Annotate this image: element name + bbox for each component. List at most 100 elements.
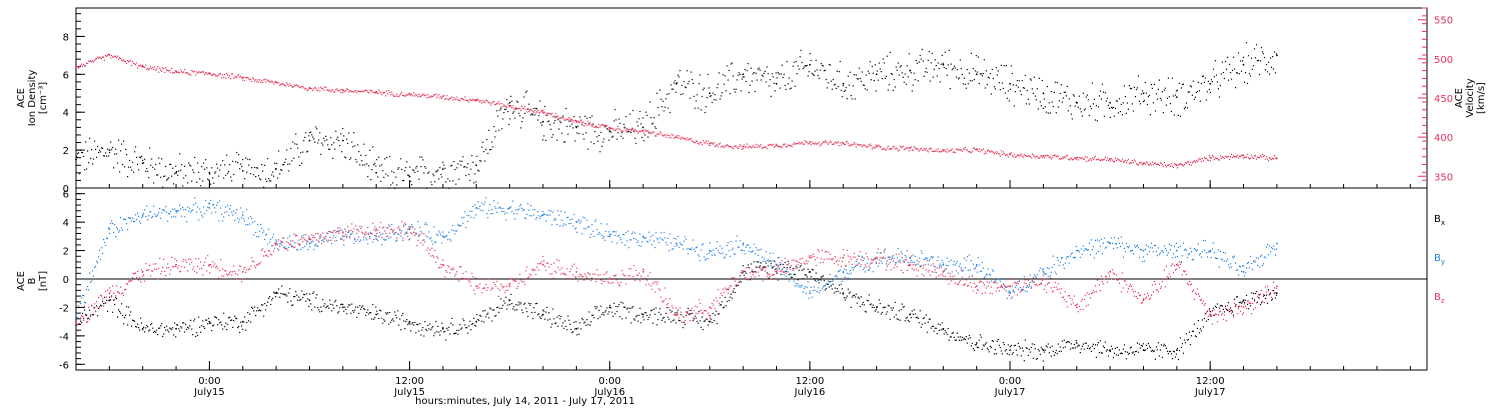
data-point (206, 167, 208, 169)
data-point (702, 140, 704, 142)
data-point (977, 56, 979, 58)
data-point (221, 324, 223, 326)
data-point (622, 130, 624, 132)
data-point (301, 235, 303, 237)
data-point (651, 309, 653, 311)
data-point (1122, 256, 1124, 258)
data-point (141, 155, 143, 157)
data-point (878, 299, 880, 301)
data-point (374, 234, 376, 236)
data-point (472, 205, 474, 208)
data-point (1120, 160, 1122, 162)
data-point (503, 104, 505, 106)
data-point (1184, 248, 1186, 250)
data-point (809, 290, 811, 292)
data-point (1094, 155, 1096, 157)
data-point (452, 324, 454, 326)
data-point (1031, 280, 1033, 282)
data-point (1012, 156, 1014, 158)
data-point (336, 88, 338, 90)
data-point (586, 124, 588, 126)
data-point (277, 244, 279, 246)
data-point (1165, 249, 1167, 251)
data-point (918, 61, 920, 63)
data-point (363, 308, 365, 310)
data-point (717, 313, 719, 315)
data-point (403, 320, 405, 322)
data-point (303, 293, 305, 295)
data-point (630, 322, 632, 324)
data-point (578, 219, 580, 221)
data-point (1067, 158, 1069, 160)
data-point (289, 288, 291, 290)
data-point (366, 89, 368, 92)
data-point (726, 144, 728, 146)
data-point (890, 307, 892, 309)
data-point (1140, 344, 1142, 346)
data-point (517, 101, 519, 103)
data-point (260, 81, 262, 83)
data-point (125, 314, 127, 316)
data-point (548, 209, 550, 211)
data-point (1150, 242, 1152, 244)
data-point (682, 137, 684, 139)
data-point (694, 107, 696, 109)
data-point (1017, 86, 1019, 88)
data-point (1115, 160, 1117, 162)
data-point (553, 122, 555, 124)
data-point (837, 290, 839, 292)
data-point (1129, 250, 1131, 252)
data-point (103, 303, 105, 305)
data-point (1019, 154, 1021, 156)
data-point (358, 151, 360, 153)
data-point (352, 91, 354, 93)
data-point (637, 320, 639, 322)
data-point (1025, 347, 1027, 349)
data-point (420, 166, 422, 168)
data-point (1096, 344, 1098, 346)
data-point (112, 311, 114, 313)
data-point (870, 79, 872, 81)
data-point (685, 238, 687, 240)
data-point (356, 92, 358, 94)
data-point (1208, 88, 1210, 91)
data-point (796, 267, 798, 269)
data-point (223, 312, 225, 314)
data-point (931, 257, 933, 259)
data-point (696, 140, 698, 142)
data-point (605, 230, 607, 232)
data-point (576, 121, 578, 123)
data-point (1093, 347, 1095, 350)
data-point (585, 123, 587, 125)
data-point (1150, 164, 1152, 166)
data-point (1015, 349, 1017, 351)
data-point (1133, 159, 1135, 161)
data-point (174, 173, 176, 175)
data-point (917, 317, 919, 319)
data-point (1192, 258, 1194, 261)
data-point (400, 329, 402, 331)
data-point (467, 332, 469, 334)
data-point (431, 184, 433, 186)
data-point (522, 108, 524, 110)
data-point (826, 283, 828, 285)
data-point (518, 112, 520, 114)
data-point (582, 121, 584, 123)
data-point (763, 72, 765, 74)
data-point (1273, 155, 1276, 157)
data-point (579, 121, 581, 123)
data-point (377, 240, 379, 242)
data-point (975, 73, 978, 76)
data-point (676, 82, 678, 84)
data-point (240, 321, 242, 323)
data-point (366, 239, 368, 241)
data-point (496, 110, 498, 112)
data-point (1091, 249, 1093, 251)
data-point (587, 120, 589, 122)
data-point (708, 144, 710, 146)
data-point (736, 79, 738, 81)
data-point (1035, 277, 1037, 279)
data-point (764, 70, 766, 72)
data-point (374, 317, 376, 319)
data-point (1211, 310, 1213, 312)
